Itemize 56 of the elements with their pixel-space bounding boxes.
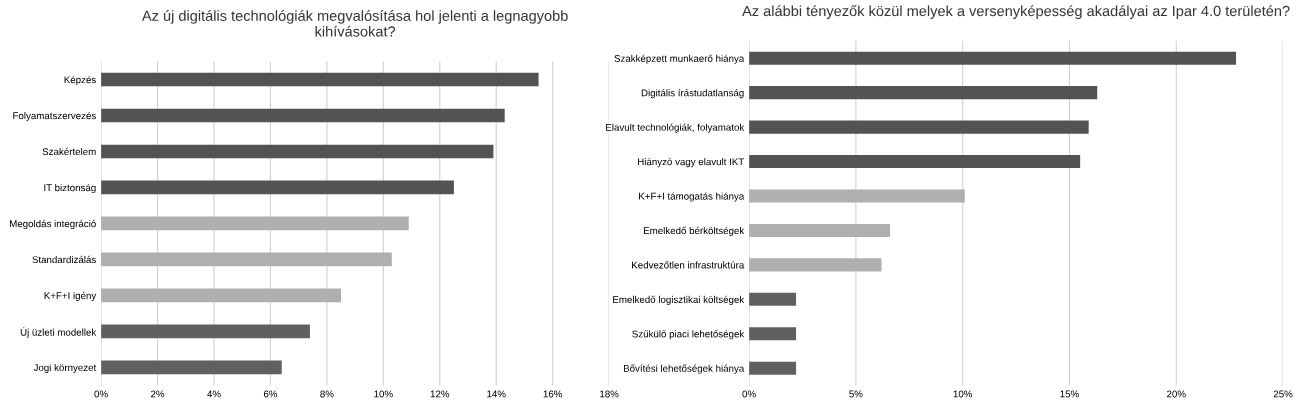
chart-title: Az új digitális technológiák megvalósítása hol jelenti a legnagyobb kihívásokat? bbox=[141, 10, 568, 37]
x-tick-label: 10% bbox=[953, 390, 973, 398]
y-tick-label: Szűkülő piaci lehetőségek bbox=[632, 330, 745, 340]
y-tick-label: K+F+I támogatás hiánya bbox=[639, 192, 745, 202]
bar bbox=[101, 288, 341, 303]
x-tick-label: 16% bbox=[543, 390, 563, 398]
y-tick-label: Jogi környezet bbox=[33, 363, 97, 373]
x-tick-label: 6% bbox=[263, 390, 278, 398]
bar bbox=[101, 252, 392, 267]
y-tick-label: Hiányzó vagy elavult IKT bbox=[638, 157, 745, 168]
bar bbox=[101, 144, 494, 159]
y-tick-label: Digitális írástudatlanság bbox=[641, 89, 744, 99]
chart-title: Az alábbi tényezők közül melyek a versenyképesség akadályai az Ipar 4.0 területén? bbox=[742, 5, 1290, 20]
x-tick-label: 25% bbox=[1273, 390, 1293, 398]
x-tick-label: 12% bbox=[430, 390, 450, 398]
y-tick-label: Szakképzett munkaerő hiánya bbox=[614, 54, 745, 64]
bar bbox=[749, 258, 882, 272]
y-tick-label: K+F+I igény bbox=[44, 291, 97, 302]
y-tick-label: Emelkedő logisztikai költségek bbox=[613, 295, 745, 305]
bar bbox=[101, 180, 454, 195]
bar bbox=[749, 292, 797, 306]
bar bbox=[749, 120, 1089, 134]
y-tick-label: Folyamatszervezés bbox=[13, 111, 96, 122]
y-tick-label: Megoldás integráció bbox=[10, 219, 96, 230]
y-tick-label: IT biztonság bbox=[44, 183, 96, 194]
y-tick-label: Új üzleti modellek bbox=[20, 327, 97, 338]
bar bbox=[101, 72, 539, 87]
bar bbox=[749, 86, 1098, 100]
y-tick-label: Kedvezőtlen infrastruktúra bbox=[632, 261, 745, 269]
bar bbox=[101, 360, 282, 375]
x-tick-label: 14% bbox=[487, 390, 506, 398]
y-tick-label: Standardizálás bbox=[32, 255, 96, 264]
x-tick-label: 0% bbox=[742, 390, 756, 398]
x-tick-label: 10% bbox=[374, 390, 393, 398]
y-tick-label: Szakértelem bbox=[42, 147, 96, 156]
x-tick-label: 18% bbox=[600, 390, 619, 398]
bar bbox=[749, 361, 797, 375]
bar bbox=[101, 324, 310, 339]
x-tick-label: 4% bbox=[207, 390, 221, 398]
bar bbox=[101, 108, 505, 123]
bar bbox=[749, 223, 891, 237]
bar bbox=[101, 216, 409, 231]
y-tick-label: Elavult technológiák, folyamatok bbox=[606, 123, 745, 133]
x-tick-label: 20% bbox=[1167, 390, 1186, 398]
bar bbox=[749, 189, 965, 203]
y-tick-label: Emelkedő bérköltségek bbox=[643, 226, 745, 237]
y-tick-label: Képzés bbox=[64, 75, 96, 86]
x-tick-label: 2% bbox=[151, 390, 165, 398]
x-tick-label: 5% bbox=[849, 390, 863, 398]
bar bbox=[749, 155, 1081, 169]
x-tick-label: 8% bbox=[320, 390, 334, 398]
x-tick-label: 0% bbox=[94, 390, 108, 398]
x-tick-label: 15% bbox=[1060, 390, 1079, 398]
y-tick-label: Bővítési lehetőségek hiánya bbox=[623, 364, 745, 374]
bar bbox=[749, 51, 1237, 65]
bar bbox=[749, 327, 797, 341]
